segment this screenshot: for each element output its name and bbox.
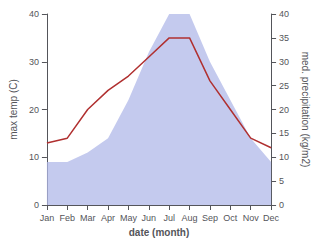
svg-text:35: 35	[279, 33, 289, 43]
svg-text:5: 5	[279, 176, 284, 186]
svg-text:Feb: Feb	[60, 213, 76, 223]
svg-text:10: 10	[29, 152, 39, 162]
svg-text:Jun: Jun	[142, 213, 157, 223]
svg-text:Mar: Mar	[80, 213, 96, 223]
svg-text:Jan: Jan	[40, 213, 55, 223]
svg-text:40: 40	[279, 9, 289, 19]
svg-text:10: 10	[279, 152, 289, 162]
svg-text:20: 20	[279, 105, 289, 115]
svg-text:Apr: Apr	[101, 213, 115, 223]
svg-text:Jul: Jul	[163, 213, 175, 223]
svg-text:0: 0	[279, 200, 284, 210]
svg-text:40: 40	[29, 9, 39, 19]
svg-text:30: 30	[29, 57, 39, 67]
svg-text:med. precipitation (kg/m2): med. precipitation (kg/m2)	[300, 52, 311, 168]
svg-text:max temp (C): max temp (C)	[8, 79, 19, 140]
svg-text:Sep: Sep	[202, 213, 218, 223]
svg-text:May: May	[120, 213, 138, 223]
svg-text:date (month): date (month)	[129, 227, 190, 238]
svg-text:0: 0	[34, 200, 39, 210]
svg-text:15: 15	[279, 128, 289, 138]
svg-text:20: 20	[29, 105, 39, 115]
svg-text:25: 25	[279, 81, 289, 91]
svg-text:Aug: Aug	[182, 213, 198, 223]
svg-text:Dec: Dec	[263, 213, 280, 223]
svg-text:Oct: Oct	[223, 213, 238, 223]
svg-text:Nov: Nov	[243, 213, 260, 223]
svg-text:30: 30	[279, 57, 289, 67]
